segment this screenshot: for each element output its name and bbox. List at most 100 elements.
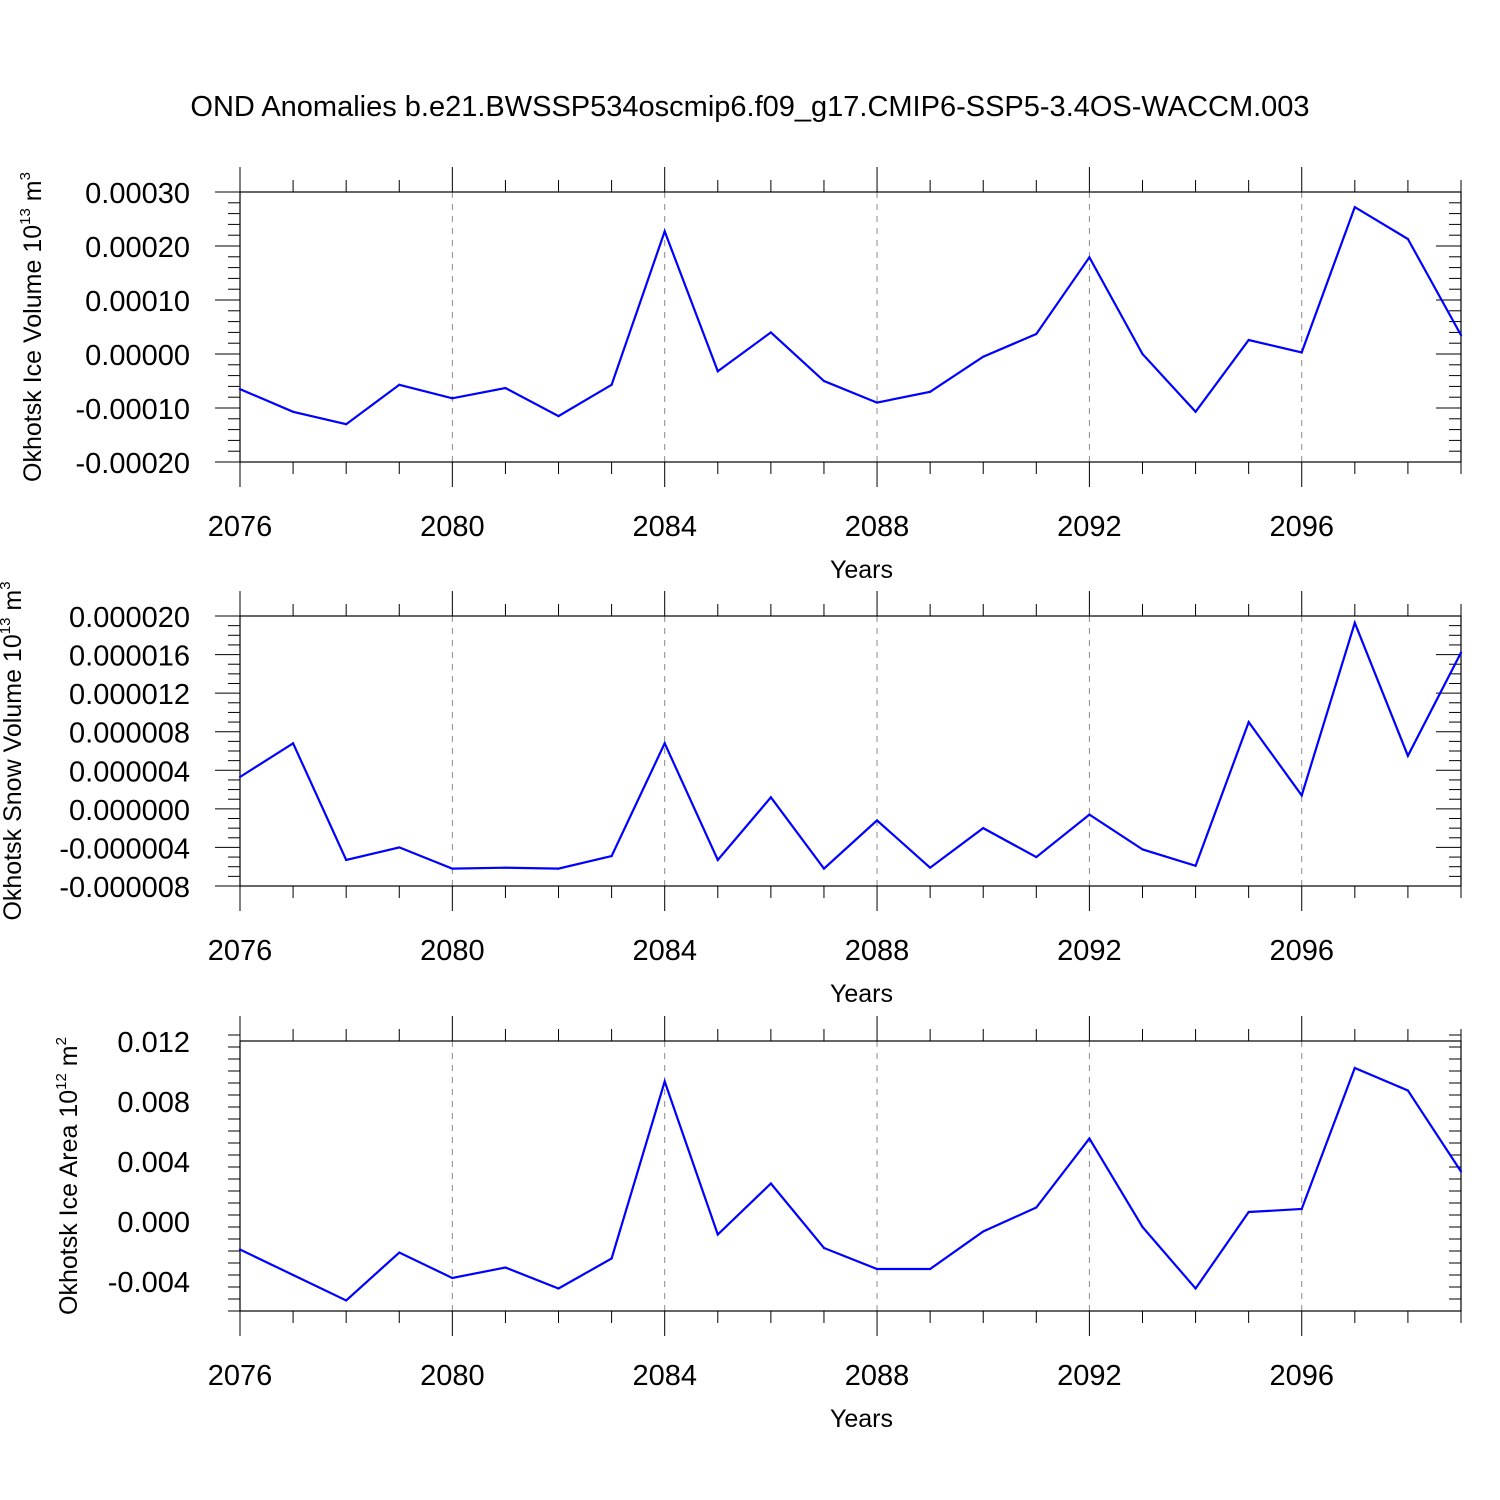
data-point: [1459, 651, 1463, 654]
x-tick-label: 2092: [1057, 935, 1122, 967]
plot-frame: [239, 1040, 1462, 1312]
x-tick-label: 2080: [420, 1360, 485, 1392]
data-point: [1088, 256, 1091, 259]
data-point: [1035, 332, 1038, 336]
data-point: [1353, 206, 1356, 209]
data-point: [504, 866, 507, 869]
chart-panel-1: -0.00020 -0.00010 0.00000 0.00010 0.00020 0.0…: [17, 167, 1463, 584]
data-point: [1141, 352, 1144, 356]
x-axis-label: Years: [830, 556, 893, 584]
y-axis-label-unit-exponent: 3: [0, 581, 14, 589]
data-point: [716, 1233, 719, 1236]
data-point: [1035, 855, 1038, 859]
x-axis-label: Years: [830, 1405, 893, 1433]
data-point: [1141, 1225, 1144, 1229]
y-tick-label: 0.00000: [85, 340, 190, 372]
plot-frame: [239, 191, 1462, 463]
y-axis-label-text: Okhotsk Snow Volume 10: [0, 634, 27, 920]
data-point: [769, 331, 772, 334]
x-tick-label: 2080: [420, 511, 485, 543]
data-point: [291, 742, 295, 745]
y-axis-label-unit-exponent: 3: [17, 172, 34, 180]
x-tick-label: 2080: [420, 935, 485, 967]
y-tick-label: -0.000004: [59, 833, 190, 865]
chart-panel-2: -0.000008 -0.000004 0.000000 0.000004 0.0000…: [0, 581, 1463, 1008]
data-point: [291, 1273, 295, 1277]
x-tick-label: 2076: [208, 1360, 273, 1392]
y-axis-label-unit: m: [0, 590, 27, 618]
data-point: [1194, 410, 1197, 413]
y-tick-label: 0.000012: [69, 679, 190, 711]
x-tick-label: 2088: [845, 511, 910, 543]
data-point: [398, 1251, 401, 1254]
data-point: [929, 1267, 932, 1271]
data-point: [822, 379, 826, 383]
data-point: [982, 1230, 985, 1233]
data-point: [451, 1276, 454, 1280]
data-point: [1247, 1210, 1250, 1214]
data-point: [1194, 1287, 1197, 1290]
x-tick-label: 2084: [632, 935, 697, 967]
data-point: [716, 370, 719, 373]
x-tick-label: 2084: [632, 1360, 697, 1392]
data-point: [610, 1257, 613, 1260]
x-axis-label: Years: [830, 980, 893, 1008]
y-tick-label: -0.000008: [59, 872, 190, 904]
x-tick-label: 2088: [845, 1360, 910, 1392]
data-point: [345, 858, 348, 862]
y-tick-label: 0.000020: [69, 602, 190, 634]
data-point: [822, 867, 826, 870]
data-point: [982, 827, 985, 830]
panels: -0.00020 -0.00010 0.00000 0.00010 0.00020 0.0…: [0, 167, 1463, 1433]
data-point: [1406, 237, 1410, 241]
y-axis-label-unit: m: [55, 1045, 83, 1073]
data-point: [345, 423, 348, 426]
y-axis-label-exponent: 13: [0, 618, 14, 635]
y-axis-label-unit: m: [19, 180, 47, 208]
y-tick-label: -0.00020: [76, 448, 191, 480]
data-point: [1406, 1089, 1410, 1092]
x-tick-label: 2092: [1057, 511, 1122, 543]
x-tick-label: 2088: [845, 935, 910, 967]
y-tick-label: -0.00010: [76, 394, 191, 426]
x-tick-label: 2096: [1269, 1360, 1334, 1392]
y-axis-label-text: Okhotsk Ice Area 10: [55, 1090, 83, 1315]
y-tick-label: -0.004: [108, 1267, 190, 1299]
data-point: [1035, 1206, 1038, 1209]
data-point: [504, 386, 507, 390]
chart-title: OND Anomalies b.e21.BWSSP534oscmip6.f09_…: [190, 91, 1309, 123]
data-point: [610, 383, 613, 386]
y-tick-label: 0.012: [117, 1027, 190, 1059]
data-point: [1300, 351, 1303, 354]
x-tick-label: 2084: [632, 511, 697, 543]
series-line: [239, 1066, 1462, 1302]
y-tick-label: 0.000016: [69, 641, 190, 673]
y-axis-label: Okhotsk Snow Volume 1013 m3: [0, 581, 27, 920]
y-axis-label: Okhotsk Ice Area 1012 m2: [53, 1037, 83, 1315]
data-point: [1088, 1137, 1091, 1140]
data-point: [929, 866, 932, 869]
data-point: [1300, 794, 1303, 797]
data-point: [1459, 1170, 1463, 1173]
data-point: [1194, 864, 1197, 867]
data-point: [663, 230, 666, 233]
data-point: [291, 410, 295, 413]
y-axis-label-unit-exponent: 2: [53, 1037, 70, 1045]
data-point: [504, 1266, 507, 1269]
data-point: [238, 388, 242, 391]
chart-panel-3: -0.004 0.000 0.004 0.008 0.012 2076 2080 2084 20…: [53, 1016, 1463, 1433]
data-point: [557, 1287, 560, 1290]
y-axis-label: Okhotsk Ice Volume 1013 m3: [17, 172, 47, 482]
data-point: [982, 355, 985, 358]
data-point: [716, 858, 719, 862]
data-point: [822, 1246, 826, 1250]
data-point: [238, 1248, 242, 1251]
data-point: [557, 415, 560, 418]
data-point: [875, 819, 879, 822]
y-tick-label: 0.004: [117, 1147, 190, 1179]
y-tick-label: 0.00030: [85, 178, 190, 210]
x-tick-label: 2096: [1269, 511, 1334, 543]
data-point: [1406, 754, 1410, 757]
data-point: [663, 1080, 666, 1083]
